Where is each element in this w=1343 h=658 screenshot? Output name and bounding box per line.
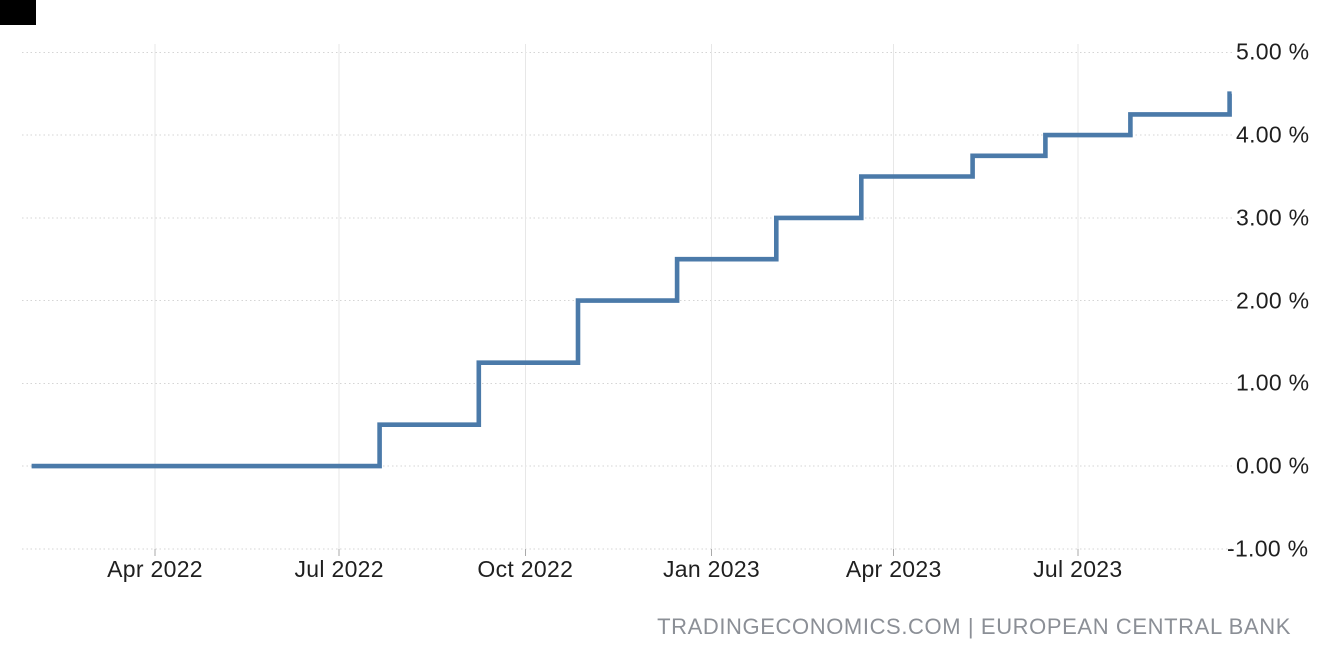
x-tick-label: Apr 2023 (845, 556, 942, 582)
y-tick-label: -1.00 % (1227, 535, 1309, 562)
y-tick-label: 1.00 % (1236, 369, 1310, 396)
y-tick-label: 3.00 % (1236, 204, 1310, 231)
y-tick-label: 0.00 % (1236, 452, 1310, 479)
x-tick-label: Jul 2022 (294, 556, 384, 582)
x-tick-label: Oct 2022 (477, 556, 574, 582)
y-tick-label: 4.00 % (1236, 121, 1310, 148)
y-tick-label: 5.00 % (1236, 38, 1310, 65)
x-tick-label: Apr 2022 (107, 556, 203, 582)
x-tick-label: Jul 2023 (1033, 556, 1123, 582)
x-tick-label: Jan 2023 (662, 556, 761, 582)
attribution-text: TRADINGECONOMICS.COM | EUROPEAN CENTRAL … (657, 614, 1291, 639)
y-tick-label: 2.00 % (1236, 287, 1310, 314)
corner-overlay-box (0, 0, 36, 25)
rate-step-line (31, 91, 1232, 469)
